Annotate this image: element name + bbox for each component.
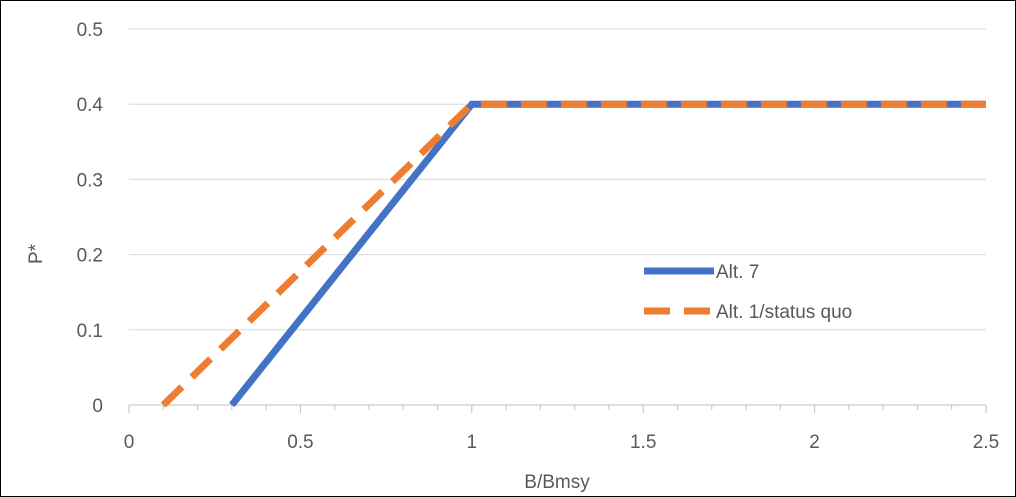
x-tick-label: 0 — [124, 432, 135, 453]
y-tick-label: 0 — [92, 396, 103, 417]
x-tick-label: 1.5 — [630, 432, 656, 453]
y-tick-label: 0.4 — [77, 95, 104, 116]
y-axis-title: P* — [26, 243, 47, 264]
legend-label-alt7: Alt. 7 — [716, 262, 759, 283]
x-tick-label: 2 — [809, 432, 820, 453]
legend: Alt. 7 Alt. 1/status quo — [644, 262, 852, 323]
legend-label-alt1: Alt. 1/status quo — [716, 302, 852, 323]
axes: 0 0.1 0.2 0.3 0.4 0.5 0 0.5 1 1.5 2 2.5 — [77, 20, 1000, 453]
x-tick-label: 0.5 — [287, 432, 313, 453]
x-tick-label: 1 — [467, 432, 478, 453]
y-tick-label: 0.2 — [77, 246, 103, 267]
series-line-1 — [160, 100, 986, 408]
x-axis-title: B/Bmsy — [524, 472, 590, 493]
y-tick-label: 0.5 — [77, 20, 103, 41]
series-lines — [160, 100, 986, 408]
x-tick-label: 2.5 — [973, 432, 999, 453]
y-tick-label: 0.3 — [77, 170, 103, 191]
y-tick-label: 0.1 — [77, 321, 103, 342]
gridlines — [129, 28, 986, 331]
